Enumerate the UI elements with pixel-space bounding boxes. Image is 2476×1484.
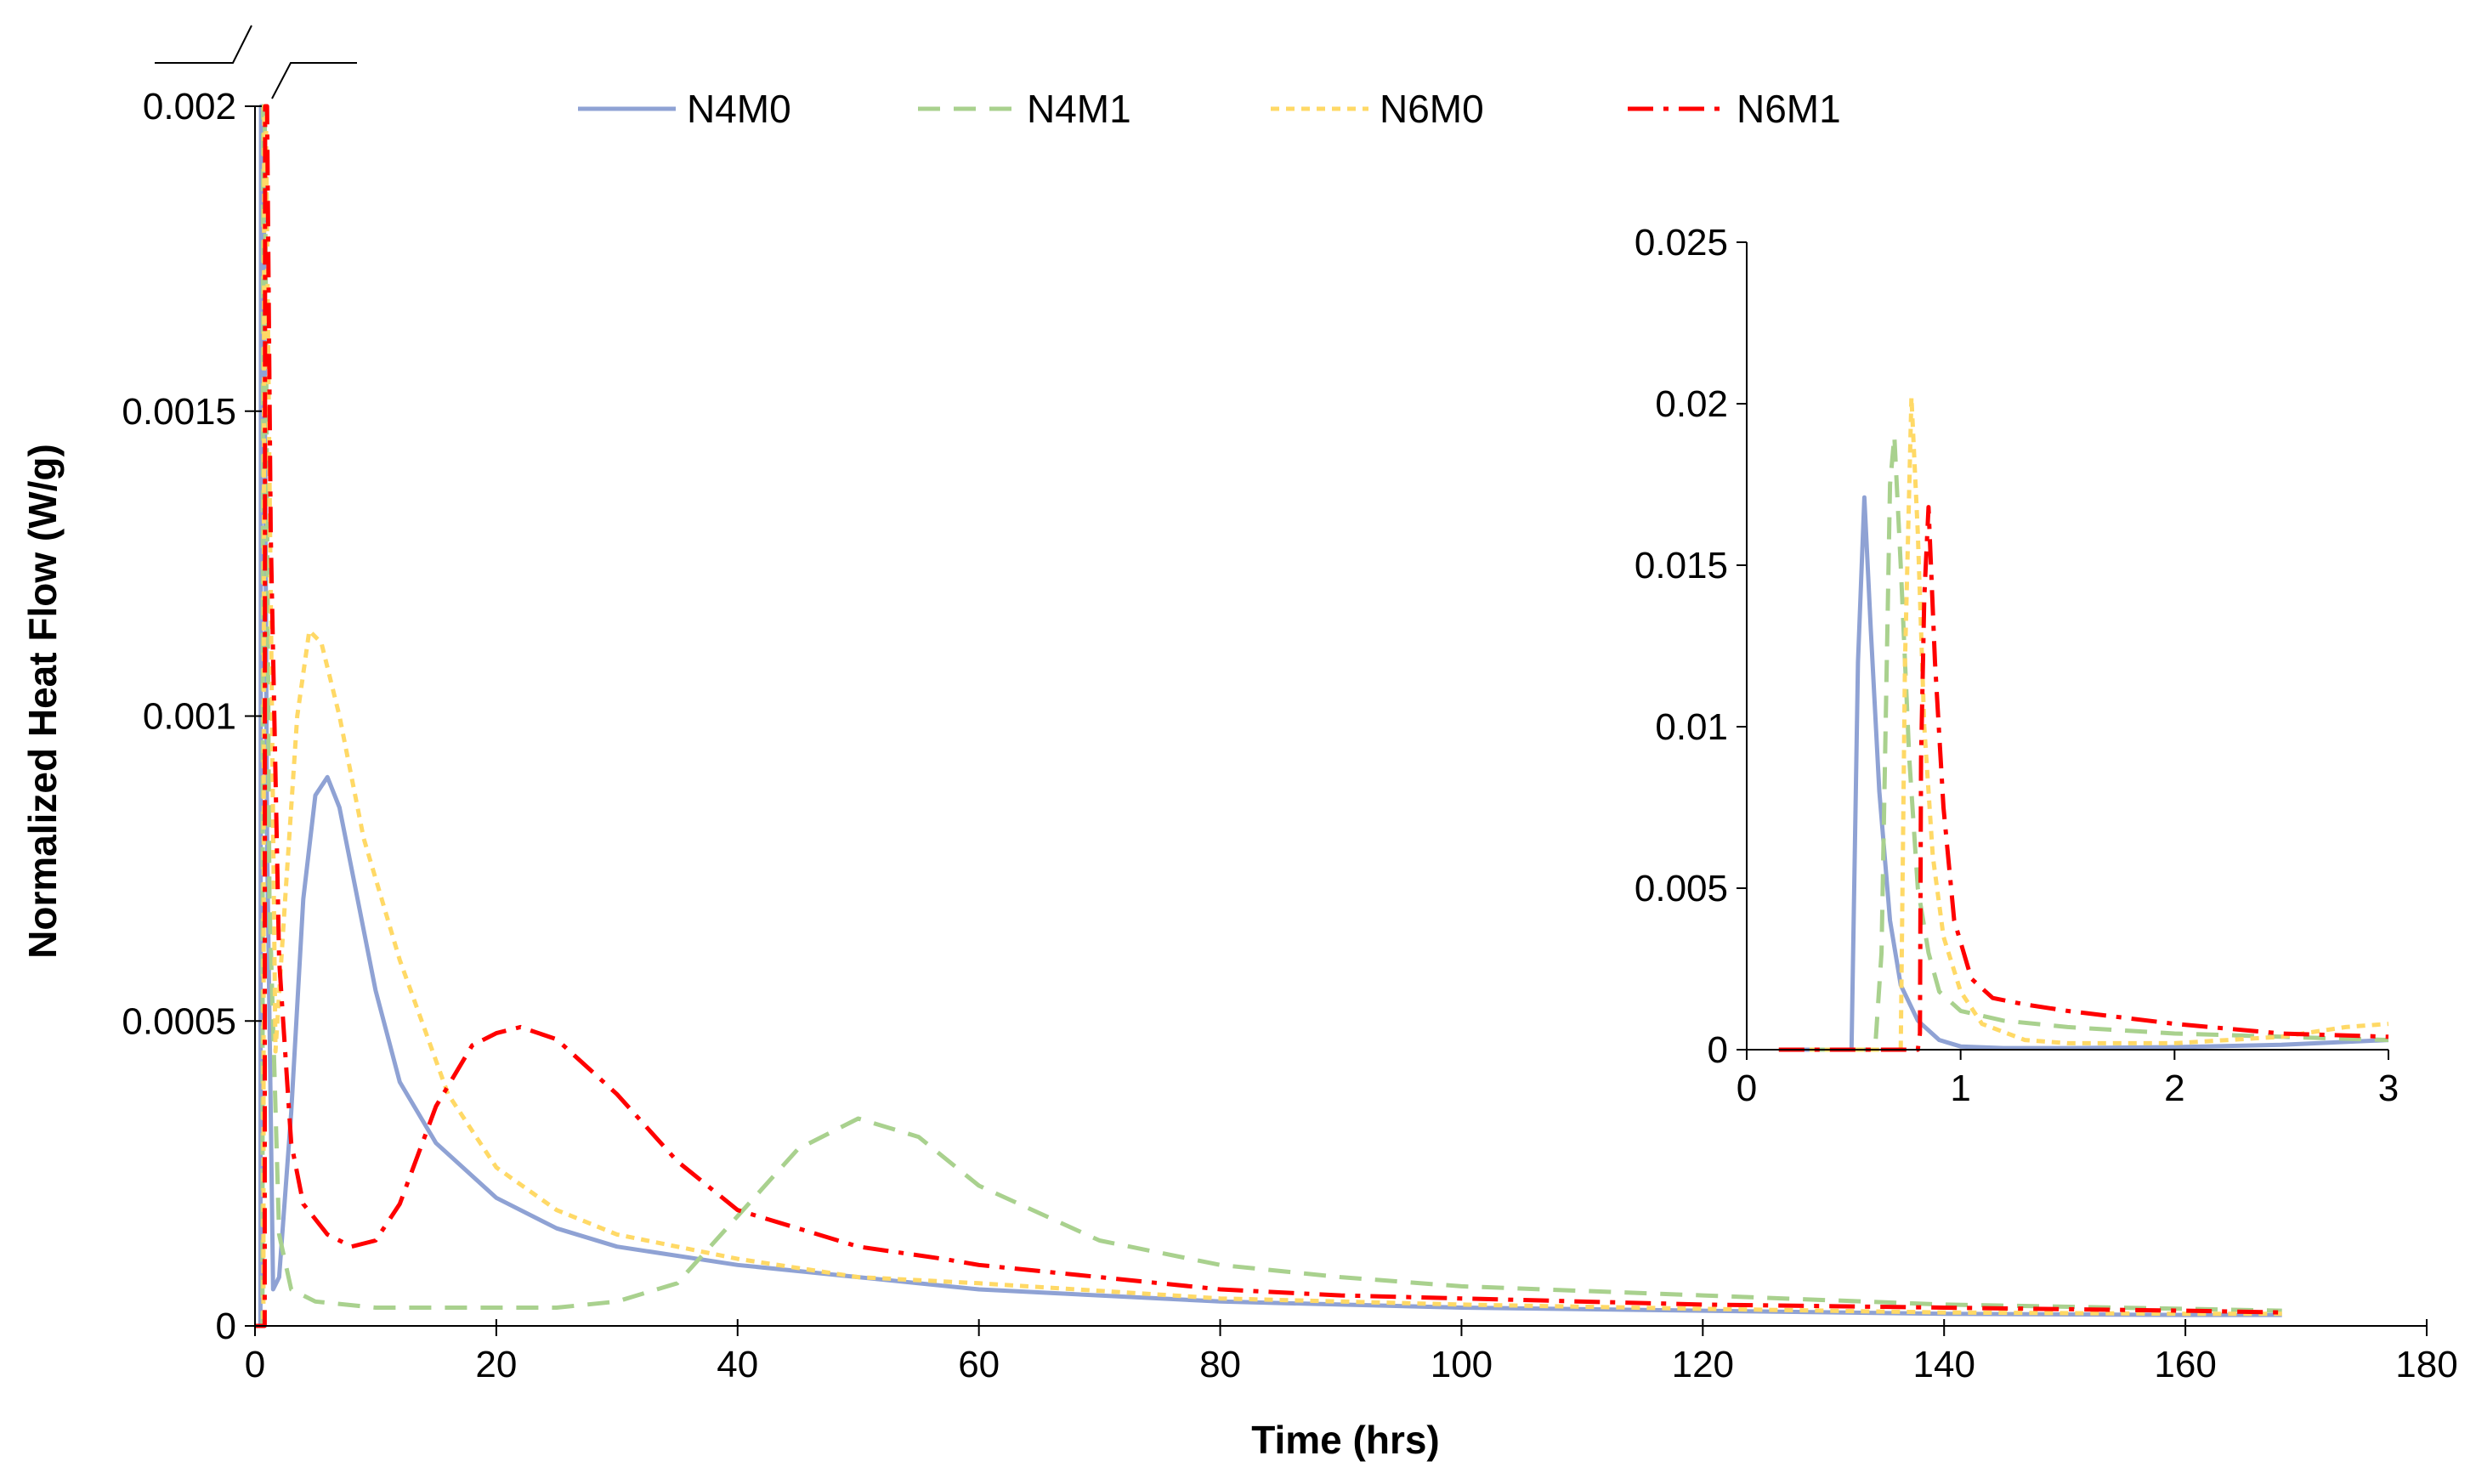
inset-x-tick-label: 0: [1737, 1068, 1757, 1109]
inset-y-tick-label: 0.01: [1655, 706, 1728, 748]
inset-plot: 0 1 2 3 0 0.005 0.01 0.015 0.02 0.025: [1635, 222, 2399, 1109]
main-y-tick-label: 0.0005: [122, 1000, 236, 1042]
main-x-tick-label: 180: [2395, 1344, 2457, 1385]
main-series-n4m0: [255, 104, 2282, 1328]
inset-y-tick-label: 0.02: [1655, 383, 1728, 425]
y-axis-break-symbol: [155, 25, 357, 99]
main-y-tick-label: 0.002: [143, 86, 236, 127]
main-series-n6m1: [255, 104, 2282, 1328]
main-y-tick-label: 0.001: [143, 696, 236, 738]
main-x-tick-label: 120: [1672, 1344, 1734, 1385]
inset-x-tick-label: 3: [2378, 1068, 2399, 1109]
main-y-tick-label: 0.0015: [122, 391, 236, 433]
inset-axes: 0 1 2 3 0 0.005 0.01 0.015 0.02 0.025: [1635, 222, 2399, 1109]
legend-label-n4m0: N4M0: [687, 87, 791, 131]
inset-y-tick-label: 0.005: [1635, 868, 1728, 909]
main-x-tick-label: 140: [1913, 1344, 1975, 1385]
inset-series-group: [1778, 394, 2389, 1052]
inset-series-n4m1: [1778, 433, 2389, 1052]
main-x-tick-label: 80: [1199, 1344, 1241, 1385]
y-axis-title: Normalized Heat Flow (W/g): [20, 444, 65, 959]
x-axis-title: Time (hrs): [1251, 1418, 1440, 1462]
inset-y-tick-label: 0: [1708, 1029, 1728, 1071]
main-y-tick-label: 0: [216, 1306, 236, 1347]
inset-y-tick-label: 0.025: [1635, 222, 1728, 263]
inset-y-tick-label: 0.015: [1635, 545, 1728, 586]
main-x-tick-label: 40: [717, 1344, 758, 1385]
inset-series-n6m0: [1778, 394, 2389, 1052]
main-x-tick-label: 0: [245, 1344, 265, 1385]
main-series-n6m0: [255, 104, 2282, 1328]
main-x-tick-label: 20: [475, 1344, 517, 1385]
main-series-group: [255, 104, 2282, 1328]
inset-x-tick-label: 1: [1950, 1068, 1970, 1109]
legend-label-n6m1: N6M1: [1737, 87, 1841, 131]
main-x-tick-label: 60: [958, 1344, 1000, 1385]
main-x-tick-label: 160: [2154, 1344, 2216, 1385]
legend-label-n6m0: N6M0: [1380, 87, 1484, 131]
main-plot: 0 20 40 60 80 100 120 140 160 18000.00050.0010.00…: [20, 25, 2458, 1462]
main-series-n4m1: [255, 104, 2282, 1328]
main-axes: 0 20 40 60 80 100 120 140 160 18000.00050.0010.00…: [122, 86, 2457, 1385]
inset-series-n4m0: [1778, 495, 2389, 1052]
legend: N4M0 N4M1 N6M0 N6M1: [578, 87, 1841, 131]
legend-label-n4m1: N4M1: [1027, 87, 1131, 131]
inset-x-tick-label: 2: [2164, 1068, 2184, 1109]
main-x-tick-label: 100: [1431, 1344, 1493, 1385]
inset-series-n6m1: [1778, 505, 2389, 1052]
